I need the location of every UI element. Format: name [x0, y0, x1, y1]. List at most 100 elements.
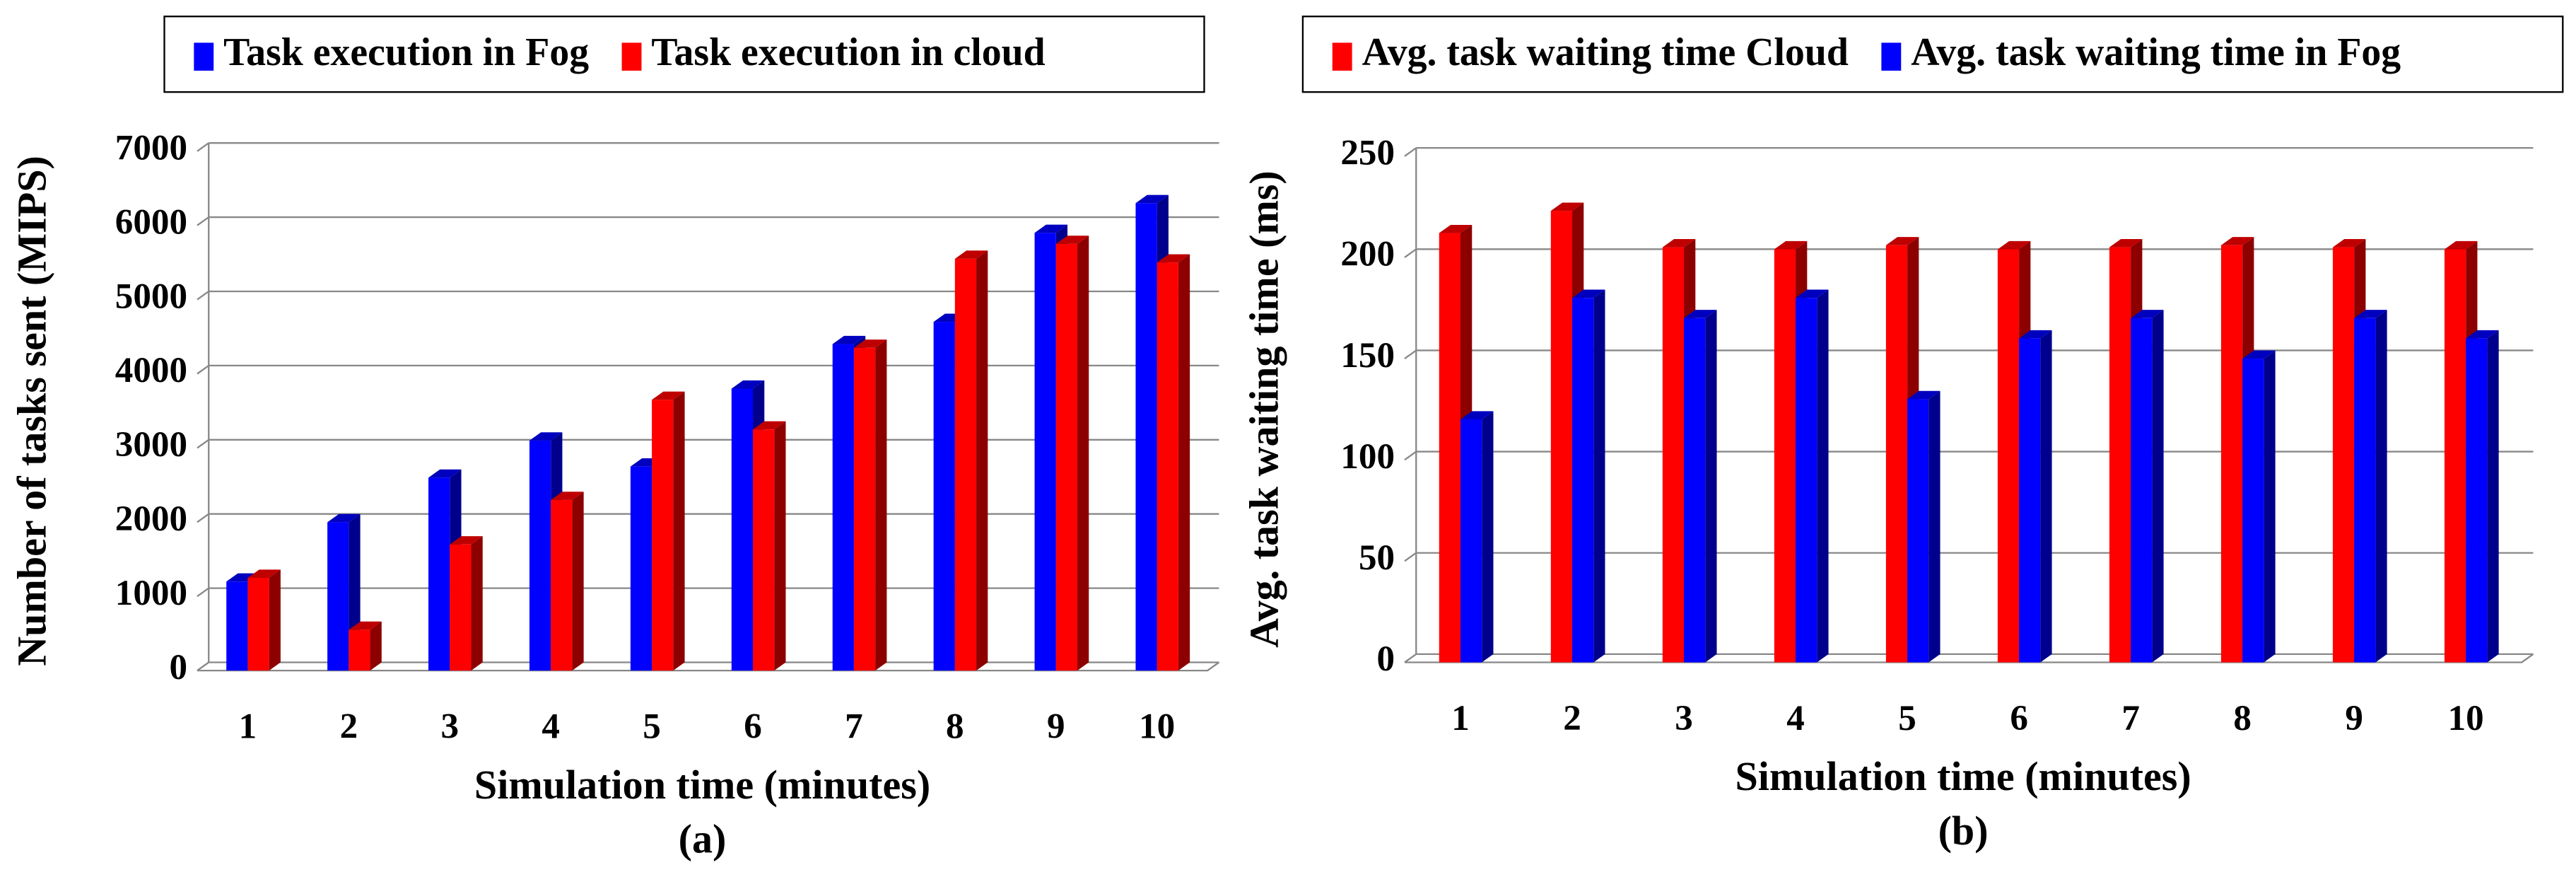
bar-top — [2220, 237, 2254, 245]
bar — [1135, 203, 1157, 671]
y-tick-label: 1000 — [115, 573, 187, 613]
grid-diagonal — [197, 587, 209, 598]
bar-top — [853, 339, 887, 348]
bar — [2131, 318, 2153, 663]
bar — [1439, 233, 1461, 663]
grid-diagonal — [197, 364, 209, 375]
bar-top — [2131, 310, 2164, 318]
bar-top — [2444, 240, 2478, 250]
bar-top — [1997, 240, 2031, 250]
bar — [2220, 245, 2243, 663]
x-tick-label: 5 — [643, 707, 661, 747]
bar-top — [2332, 238, 2366, 248]
grid-diagonal — [197, 513, 209, 523]
bar-top — [2242, 350, 2276, 359]
bar-side — [2040, 330, 2052, 663]
bar — [2242, 359, 2264, 663]
bar-top — [753, 421, 786, 430]
grid-diagonal — [197, 142, 209, 152]
bar-side — [572, 492, 584, 671]
bar — [349, 629, 370, 671]
bar-top — [1572, 289, 1605, 298]
bar-top — [247, 569, 281, 578]
bar — [1157, 262, 1178, 671]
grid-diagonal — [1404, 451, 1417, 461]
bar-side — [1178, 254, 1190, 671]
bar-top — [1662, 238, 1696, 248]
y-tick-label: 150 — [1340, 335, 1395, 376]
x-axis-title: Simulation time (minutes) — [474, 762, 930, 808]
x-tick-label: 4 — [541, 707, 560, 747]
bar — [1662, 247, 1685, 663]
bar-top — [954, 250, 988, 259]
x-tick-label: 10 — [1139, 707, 1175, 747]
bar-top — [1157, 254, 1190, 263]
y-tick-label: 2000 — [115, 499, 187, 539]
bar-side — [471, 536, 483, 671]
bar — [630, 466, 652, 671]
x-tick-label: 3 — [440, 707, 459, 747]
x-tick-label: 8 — [946, 707, 964, 747]
bar — [753, 429, 775, 671]
x-tick-label: 5 — [1898, 698, 1916, 738]
bar — [1907, 399, 1929, 663]
legend-box — [163, 16, 1205, 93]
bar-top — [1439, 224, 1473, 233]
grid-diagonal — [1404, 248, 1417, 258]
bar — [2354, 318, 2376, 663]
bar-top — [1885, 237, 1919, 245]
x-tick-label: 7 — [845, 707, 863, 747]
bar — [1796, 298, 1817, 663]
y-tick-label: 4000 — [115, 350, 187, 390]
legend-swatch — [194, 42, 214, 71]
x-tick-label: 4 — [1786, 698, 1805, 738]
bar — [551, 499, 573, 671]
legend-label: Avg. task waiting time in Fog — [1911, 30, 2401, 74]
bar — [450, 544, 472, 671]
legend-box — [1301, 16, 2564, 93]
bar-side — [1077, 236, 1089, 671]
x-tick-label: 6 — [744, 707, 762, 747]
bar — [2019, 338, 2041, 663]
bar — [2332, 247, 2355, 663]
bar-side — [2487, 330, 2499, 663]
bar-top — [1907, 390, 1940, 400]
y-tick-label: 250 — [1340, 132, 1395, 173]
x-axis-title: Simulation time (minutes) — [1735, 753, 2191, 799]
bar — [2466, 338, 2488, 663]
bar — [327, 522, 349, 671]
bar-top — [551, 492, 584, 500]
x-tick-label: 9 — [2345, 698, 2363, 738]
bar — [1572, 298, 1594, 663]
bar-top — [349, 621, 382, 630]
bar — [247, 577, 269, 671]
x-tick-label: 1 — [1451, 698, 1470, 738]
bar-top — [1034, 224, 1068, 233]
grid-diagonal — [197, 291, 209, 301]
bar-top — [652, 391, 685, 400]
bar-side — [1817, 289, 1829, 663]
bar-top — [2354, 310, 2387, 318]
bar-side — [976, 250, 988, 671]
y-axis-title: Number of tasks sent (MIPS) — [9, 156, 55, 666]
bar-top — [2466, 330, 2499, 339]
legend-swatch — [1332, 42, 1352, 71]
bar-top — [1055, 236, 1089, 244]
caption: (a) — [679, 815, 727, 861]
bar — [1684, 318, 1706, 663]
bar-side — [2264, 350, 2276, 663]
bar-top — [327, 513, 361, 523]
bar-side — [673, 391, 685, 671]
grid-diagonal — [1404, 147, 1417, 157]
x-tick-label: 3 — [1675, 698, 1693, 738]
bar-top — [731, 380, 765, 389]
x-tick-label: 6 — [2010, 698, 2028, 738]
bar-side — [2375, 310, 2387, 663]
bar-top — [1684, 310, 1717, 318]
bar — [1460, 419, 1482, 663]
bar-side — [2152, 310, 2164, 663]
caption: (b) — [1938, 808, 1989, 854]
x-tick-label: 2 — [1563, 698, 1581, 738]
y-tick-label: 3000 — [115, 424, 187, 465]
